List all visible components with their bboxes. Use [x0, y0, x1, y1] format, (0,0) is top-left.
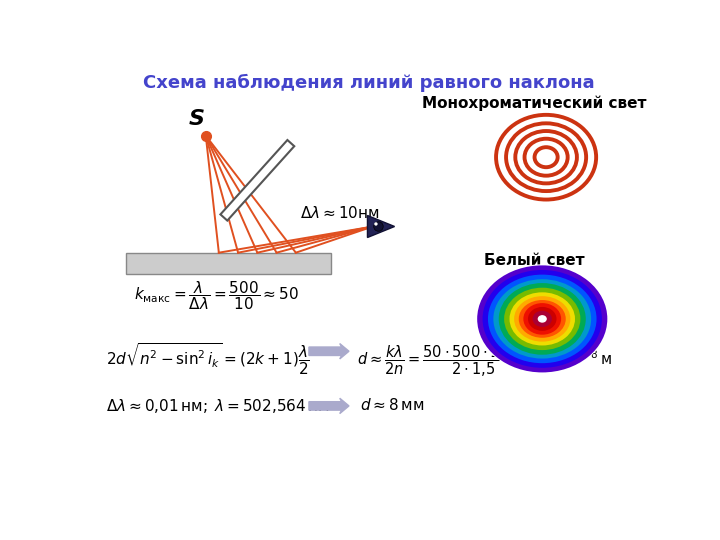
- Polygon shape: [127, 253, 330, 274]
- Text: $\Delta\lambda \approx 10$нм: $\Delta\lambda \approx 10$нм: [300, 205, 379, 221]
- Text: Монохроматический свет: Монохроматический свет: [423, 96, 647, 111]
- Text: Схема наблюдения линий равного наклона: Схема наблюдения линий равного наклона: [143, 74, 595, 92]
- Circle shape: [374, 222, 383, 231]
- Text: $2d\sqrt{n^2 - \sin^2 i_k} = (2k+1)\dfrac{\lambda}{2}$: $2d\sqrt{n^2 - \sin^2 i_k} = (2k+1)\dfra…: [106, 342, 310, 377]
- Text: $d \approx 8\,\mathrm{мм}$: $d \approx 8\,\mathrm{мм}$: [360, 397, 424, 414]
- Circle shape: [374, 222, 377, 226]
- Polygon shape: [367, 215, 395, 238]
- Polygon shape: [220, 140, 294, 220]
- Text: $\Delta\lambda \approx 0{,}01\,\mathrm{нм};\;\lambda = 502{,}564\,\mathrm{нм}$: $\Delta\lambda \approx 0{,}01\,\mathrm{н…: [106, 397, 329, 415]
- Text: $d \approx \dfrac{k\lambda}{2n} = \dfrac{50 \cdot 500 \cdot 10^{-9}}{2 \cdot 1{,: $d \approx \dfrac{k\lambda}{2n} = \dfrac…: [357, 342, 613, 379]
- Text: S: S: [189, 109, 204, 129]
- FancyArrow shape: [309, 398, 349, 414]
- Text: Белый свет: Белый свет: [485, 253, 585, 268]
- Text: $k_{\mathsf{макс}} = \dfrac{\lambda}{\Delta\lambda} = \dfrac{500}{10} \approx 50: $k_{\mathsf{макс}} = \dfrac{\lambda}{\De…: [134, 279, 300, 312]
- Ellipse shape: [492, 111, 600, 204]
- FancyArrow shape: [309, 343, 349, 359]
- Ellipse shape: [477, 265, 608, 373]
- Ellipse shape: [539, 316, 546, 322]
